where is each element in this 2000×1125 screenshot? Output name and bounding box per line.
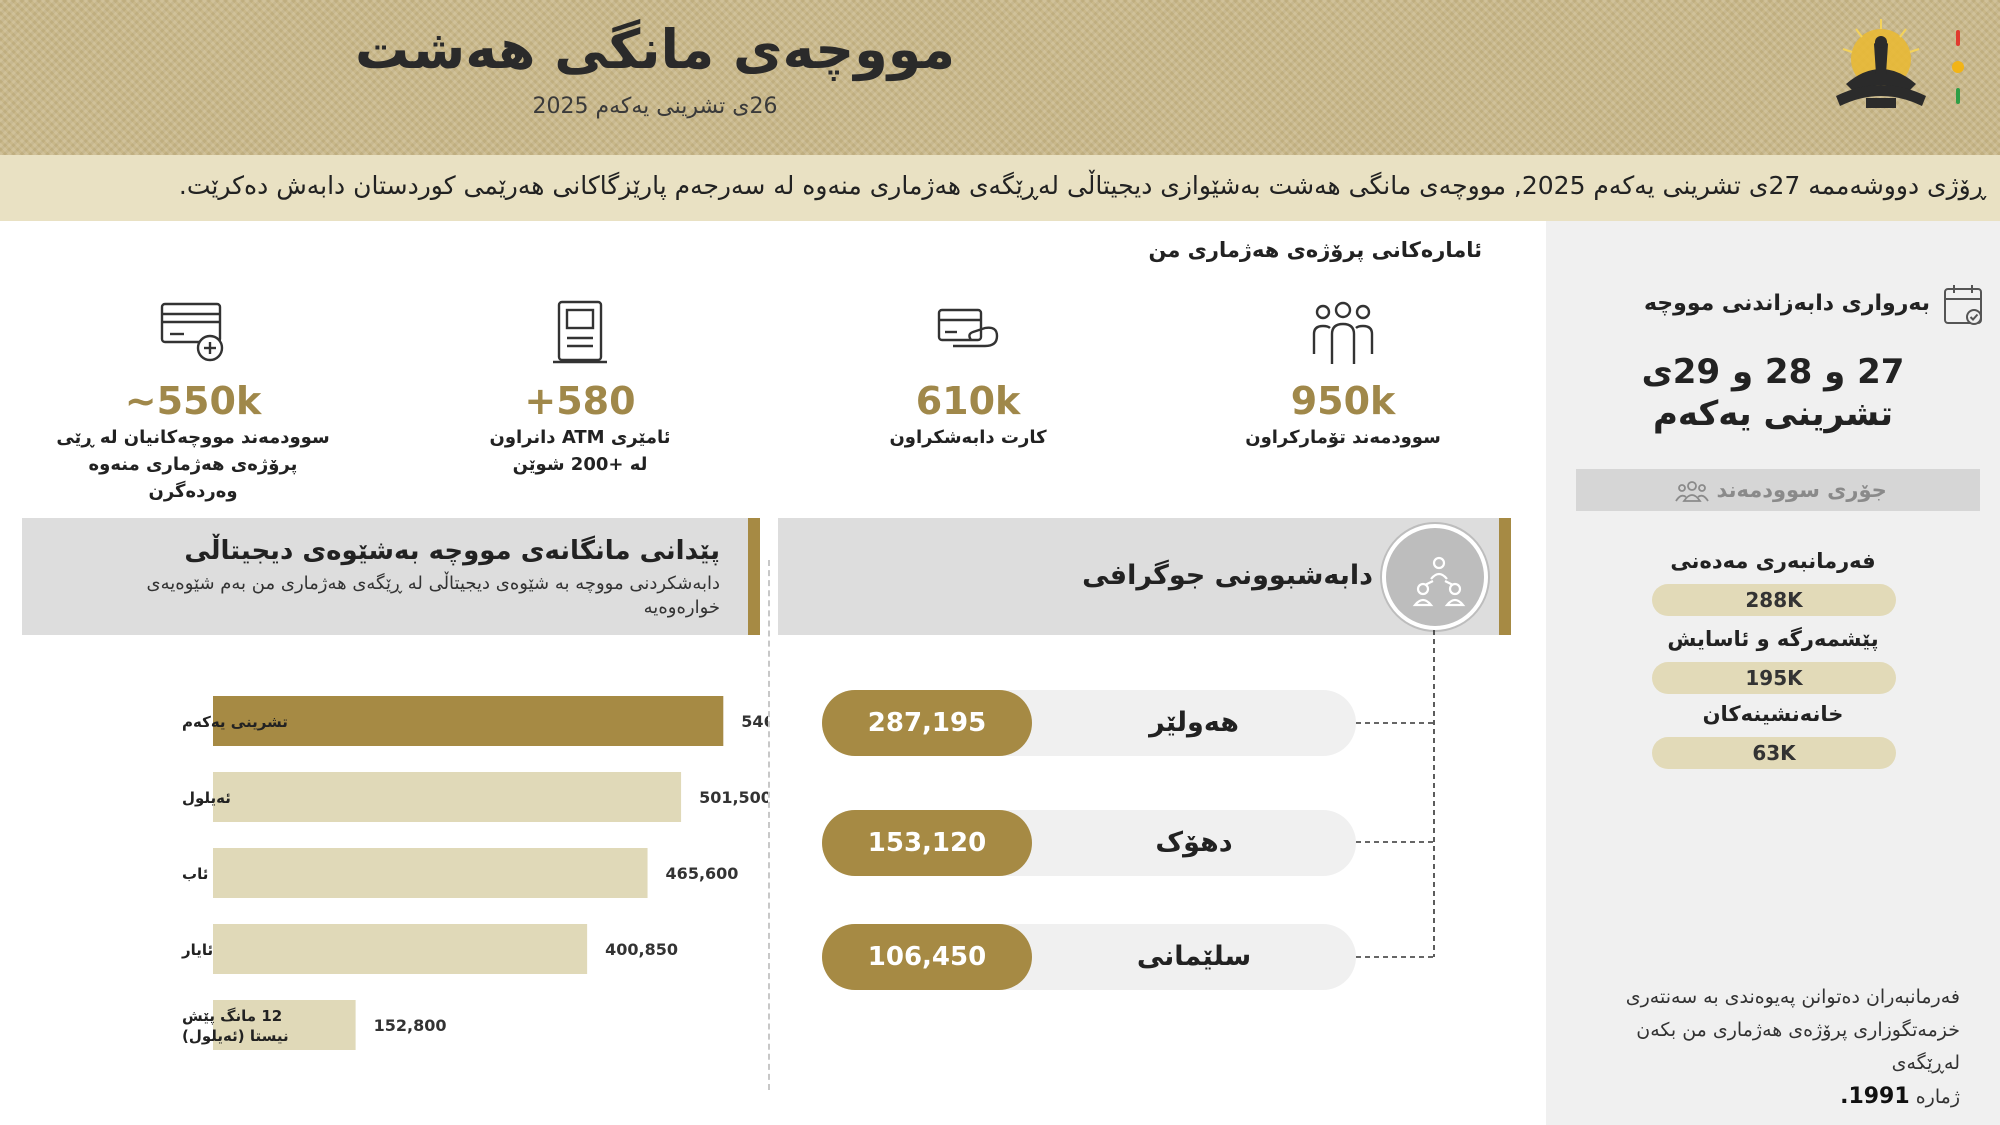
beneficiary-type-heading: جۆری سوودمەند bbox=[1576, 469, 1980, 511]
section-accent bbox=[748, 518, 760, 635]
stat-label: سوودمەند مووچەکانیان لە ڕێی bbox=[56, 427, 330, 448]
stats-title: ئامارەکانی پرۆژەی هەژماری من bbox=[1148, 238, 1482, 262]
beneficiary-type-label: جۆری سوودمەند bbox=[1716, 478, 1887, 502]
bar-category-label: تشرینی یەکەم bbox=[182, 713, 288, 731]
page-header: مووچەی مانگی هەشت 26ی تشرینی یەکەم 2025 bbox=[0, 0, 2000, 155]
bar-value-label: 400,850 bbox=[605, 940, 678, 959]
stat-recipients: ~550k سوودمەند مووچەکانیان لە ڕێی پرۆژەی… bbox=[28, 298, 358, 505]
section-divider bbox=[768, 560, 770, 1090]
contact-number: 1991. bbox=[1840, 1084, 1910, 1109]
geo-section-title: دابەشبوونی جوگرافی bbox=[1082, 560, 1373, 591]
stat-label: سوودمەند تۆمارکراون bbox=[1245, 427, 1441, 448]
dates-line: تشرینی یەکەم bbox=[1652, 394, 1894, 434]
stat-atm: +580 ئامێری ATM دانراون لە +200 شوێن bbox=[415, 298, 745, 478]
atm-icon bbox=[553, 300, 607, 364]
region-connector-lines bbox=[1356, 630, 1435, 958]
bar-category-label: ئاب bbox=[182, 865, 208, 883]
digital-section-description: دابەشکردنی مووچە بە شێوەی دیجیتاڵی لە ڕێ… bbox=[146, 573, 720, 618]
bar bbox=[213, 924, 588, 974]
bar-value-label: 546,760 bbox=[741, 712, 768, 731]
digital-section-header: پێدانی مانگانەی مووچە بەشێوەی دیجیتاڵی د… bbox=[22, 518, 760, 635]
bar-category-label: ئەیلول bbox=[182, 789, 231, 807]
announcement-band: ڕۆژی دووشەممە 27ی تشرینی یەکەم 2025, موو… bbox=[0, 155, 2000, 221]
stat-value: ~550k bbox=[124, 379, 262, 423]
note-prefix: ژمارە bbox=[1915, 1086, 1960, 1108]
region-name: دهۆک bbox=[1155, 827, 1233, 858]
category-peshmerga-value: 195K bbox=[1652, 662, 1896, 694]
announcement-text: ڕۆژی دووشەممە 27ی تشرینی یەکەم 2025, موو… bbox=[178, 171, 1986, 200]
bar bbox=[213, 696, 724, 746]
dates-line: 27 و 28 و 29ی bbox=[1641, 352, 1905, 392]
stat-label: ئامێری ATM دانراون bbox=[489, 427, 671, 448]
bar-value-label: 465,600 bbox=[666, 864, 739, 883]
category-peshmerga-name: پێشمەرگە و ئاسایش bbox=[1667, 627, 1879, 651]
distribution-dates: 27 و 28 و 29ی تشرینی یەکەم bbox=[1546, 351, 2000, 435]
kurdistan-emblem-icon bbox=[1836, 19, 1926, 108]
calendar-check-icon bbox=[1944, 285, 1982, 325]
users-icon bbox=[1675, 481, 1709, 502]
digital-section-title: پێدانی مانگانەی مووچە بەشێوەی دیجیتاڵی bbox=[184, 536, 720, 566]
page-title: مووچەی مانگی هەشت bbox=[354, 18, 956, 81]
stat-label: پرۆژەی هەژماری منەوە bbox=[88, 454, 298, 475]
contact-note: فەرمانبەران دەتوانن پەیوەندی بە سەنتەری … bbox=[1580, 981, 1960, 1114]
sidebar: بەرواری دابەزاندنی مووچە 27 و 28 و 29ی ت… bbox=[1546, 221, 2000, 1125]
region-value: 153,120 bbox=[822, 810, 1032, 876]
card-add-icon bbox=[160, 302, 224, 362]
stat-registered: 950k سوودمەند تۆمارکراون bbox=[1178, 298, 1508, 451]
people-group-icon bbox=[1312, 301, 1374, 364]
stat-value: 610k bbox=[915, 379, 1021, 423]
note-line: خزمەتگوزاری پرۆژەی هەژماری من بکەن لەڕێگ… bbox=[1636, 1019, 1960, 1074]
region-value: 106,450 bbox=[822, 924, 1032, 990]
category-civil-value: 288K bbox=[1652, 584, 1896, 616]
bar-value-label: 152,800 bbox=[374, 1016, 447, 1035]
bar-category-label: ئایار bbox=[181, 941, 213, 959]
people-network-icon bbox=[1382, 524, 1488, 630]
monthly-salary-chart: 546,760 تشرینی یەکەم 501,500 ئەیلول 465,600 ئ… bbox=[181, 696, 768, 1050]
bar-value-label: 501,500 bbox=[699, 788, 768, 807]
stat-value: 950k bbox=[1290, 379, 1396, 423]
region-name: هەولێر bbox=[1149, 707, 1239, 738]
stat-value: +580 bbox=[524, 379, 636, 423]
region-duhok: 153,120 دهۆک bbox=[822, 810, 1356, 876]
category-retirees-value: 63K bbox=[1652, 737, 1896, 769]
stat-label: لە +200 شوێن bbox=[512, 454, 648, 475]
flag-colors-icon bbox=[1952, 30, 1964, 104]
stat-label: کارت دابەشکراون bbox=[889, 427, 1047, 448]
stat-label: وەردەگرن bbox=[148, 481, 238, 502]
region-value: 287,195 bbox=[822, 690, 1032, 756]
category-civil-name: فەرمانبەری مەدەنی bbox=[1670, 549, 1876, 573]
stat-cards: 610k کارت دابەشکراون bbox=[803, 298, 1133, 451]
region-name: سلێمانی bbox=[1136, 941, 1252, 972]
section-accent bbox=[1499, 518, 1511, 635]
card-hand-icon bbox=[937, 308, 999, 348]
distribution-heading: بەرواری دابەزاندنی مووچە bbox=[1643, 291, 1930, 316]
bar bbox=[213, 772, 682, 822]
bar bbox=[213, 848, 648, 898]
bar-category-label: نیستا (ئەیلول) bbox=[182, 1027, 289, 1045]
category-retirees-name: خانەنشینەکان bbox=[1702, 702, 1844, 726]
bar-category-label: 12 مانگ پێش bbox=[182, 1007, 282, 1026]
note-line: فەرمانبەران دەتوانن پەیوەندی بە سەنتەری bbox=[1625, 986, 1960, 1008]
note-line: ژمارە 1991. bbox=[1580, 1080, 1960, 1114]
region-erbil: 287,195 هەولێر bbox=[822, 690, 1356, 756]
region-sulaymaniyah: 106,450 سلێمانی bbox=[822, 924, 1356, 990]
page-date: 26ی تشرینی یەکەم 2025 bbox=[532, 94, 778, 119]
bar bbox=[213, 1000, 356, 1050]
